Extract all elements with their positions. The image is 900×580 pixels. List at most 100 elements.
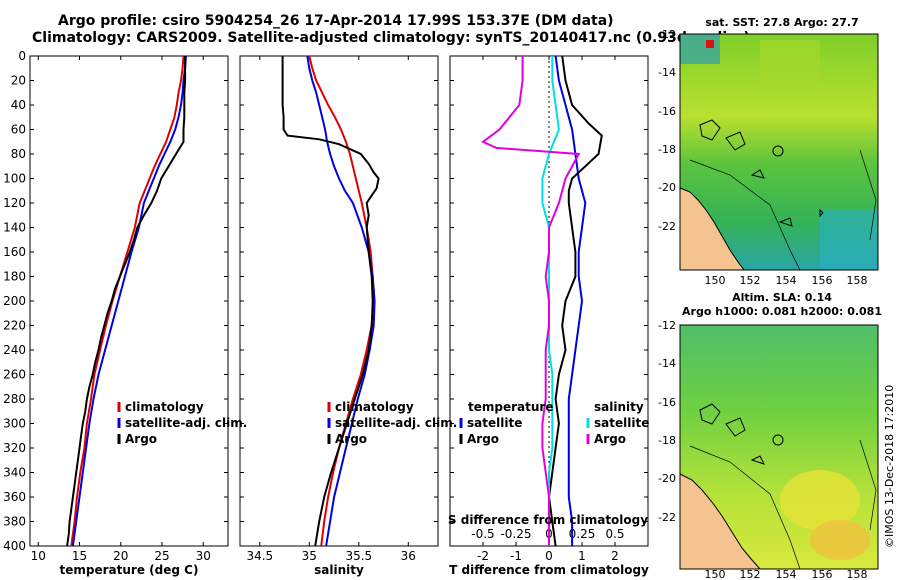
sst-ytick: -14 (658, 66, 676, 79)
legend-label-argo: Argo (125, 432, 157, 446)
depth-tick-label: 20 (11, 74, 26, 88)
sla-map-subtitle: Argo h1000: 0.081 h2000: 0.081 (682, 305, 882, 318)
x-tick-label: 20 (113, 549, 128, 563)
x-tick-label: 15 (72, 549, 87, 563)
sla-high (810, 520, 870, 560)
depth-tick-label: 200 (3, 294, 26, 308)
depth-tick-label: 280 (3, 392, 26, 406)
sla-yticks: -12 -14 -16 -18 -20 -22 (658, 319, 676, 524)
sla-bathymetry (689, 439, 877, 570)
sla-ytick: -20 (658, 472, 676, 485)
x-tick-label: 35.5 (345, 549, 372, 563)
depth-tick-label: 320 (3, 441, 26, 455)
series-line-climatology (70, 56, 185, 546)
x-tick-label: 1 (578, 549, 586, 563)
x-tick-label: -1 (510, 549, 522, 563)
legend-label-satellite: satellite-adj. clim. (125, 416, 247, 430)
sst-xticks: 150 152 154 156 158 (705, 274, 868, 287)
sla-map: Altim. SLA: 0.14 Argo h1000: 0.081 h2000… (658, 291, 882, 580)
temperature-legend: climatology satellite-adj. clim. Argo (117, 400, 247, 446)
x-axes: 10 15 20 25 30 34.5 35 35.5 36 -2 -1 0 1 2-0.5 -0.25 0 0… (31, 56, 625, 563)
series-line-temperature-argo (547, 56, 603, 546)
sst-frame (679, 33, 879, 271)
depth-tick-label: 300 (3, 417, 26, 431)
x-tick-label: 35 (302, 549, 317, 563)
legend-label-satellite: satellite-adj. clim. (335, 416, 457, 430)
difference-xlabel: T difference from climatology (449, 563, 649, 577)
temperature-panel (29, 55, 229, 547)
sla-ytick: -12 (658, 319, 676, 332)
depth-tick-label: 220 (3, 319, 26, 333)
sst-xtick: 156 (812, 274, 833, 287)
series-line-satellite-adj-clim- (306, 56, 376, 546)
series-line-argo (66, 56, 187, 546)
sla-ytick: -16 (658, 396, 676, 409)
sla-ytick: -22 (658, 511, 676, 524)
legend-title-temperature: temperature (468, 400, 553, 414)
series-line-satellite-adj-clim- (71, 56, 187, 546)
sst-patch (820, 210, 878, 270)
legend-label-argo: Argo (335, 432, 367, 446)
x-tick-label-top: 0.25 (569, 527, 596, 541)
depth-tick-label: 180 (3, 270, 26, 284)
depth-tick-label: 100 (3, 172, 26, 186)
temperature-xlabel: temperature (deg C) (60, 563, 199, 577)
sla-high (780, 470, 860, 530)
salinity-legend: climatology satellite-adj. clim. Argo (327, 400, 457, 446)
sst-reefs (699, 119, 824, 227)
credit: ©IMOS 13-Dec-2018 17:2010 (883, 385, 896, 548)
series-line-temperature-satellite (554, 56, 587, 546)
title-line-1: Argo profile: csiro 5904254_26 17-Apr-20… (58, 13, 614, 29)
depth-tick-label: 160 (3, 245, 26, 259)
depth-tick-label: 60 (11, 123, 26, 137)
sst-ytick: -20 (658, 181, 676, 194)
sla-map-title: Altim. SLA: 0.14 (732, 291, 832, 304)
depth-tick-label: 0 (18, 49, 26, 63)
depth-tick-label: 380 (3, 515, 26, 529)
sla-frame (679, 324, 879, 570)
depth-tick-label: 40 (11, 98, 26, 112)
sla-xtick: 156 (812, 568, 833, 580)
sla-ytick: -14 (658, 357, 676, 370)
depth-tick-label: 360 (3, 490, 26, 504)
sst-xtick: 152 (740, 274, 761, 287)
sst-xtick: 154 (776, 274, 797, 287)
legend-label-temp-satellite: satellite (467, 416, 522, 430)
legend-label-sal-argo: Argo (594, 432, 626, 446)
sst-patch (760, 40, 820, 90)
sst-argo-location (772, 145, 784, 157)
sst-yticks: -12 -14 -16 -18 -20 -22 (658, 28, 676, 233)
x-tick-label: 36 (401, 549, 416, 563)
depth-tick-label: 140 (3, 221, 26, 235)
series-line-climatology (308, 56, 375, 546)
series-line-salinity-argo (481, 56, 581, 546)
x-tick-label: 25 (154, 549, 169, 563)
depth-tick-label: 400 (3, 539, 26, 553)
salinity-xlabel: salinity (314, 563, 364, 577)
sla-reefs (699, 403, 765, 465)
x-tick-label: 10 (31, 549, 46, 563)
x-tick-label-top: -0.25 (500, 527, 531, 541)
sst-patch (680, 34, 720, 64)
sla-argo-location (772, 434, 784, 446)
sst-ytick: -12 (658, 28, 676, 41)
sst-ytick: -22 (658, 220, 676, 233)
depth-tick-label: 260 (3, 368, 26, 382)
title-line-2: Climatology: CARS2009. Satellite-adjuste… (32, 30, 750, 46)
x-tick-label-top: 0.5 (605, 527, 624, 541)
x-tick-label: 0 (545, 549, 553, 563)
sst-xtick: 158 (847, 274, 868, 287)
x-tick-label: 30 (196, 549, 211, 563)
depth-axis: 0 20 40 60 80 100 120 140 160 180 200 220 240 260 280 3… (3, 49, 648, 553)
sla-xtick: 152 (740, 568, 761, 580)
legend-label-climatology: climatology (335, 400, 414, 414)
difference-legend: temperature satellite Argo salinity sate… (459, 400, 649, 446)
sst-xtick: 150 (705, 274, 726, 287)
sla-ytick: -18 (658, 434, 676, 447)
sst-ytick: -18 (658, 143, 676, 156)
sst-ytick: -16 (658, 105, 676, 118)
sla-xtick: 154 (776, 568, 797, 580)
x-tick-label: -2 (477, 549, 489, 563)
depth-tick-label: 240 (3, 343, 26, 357)
